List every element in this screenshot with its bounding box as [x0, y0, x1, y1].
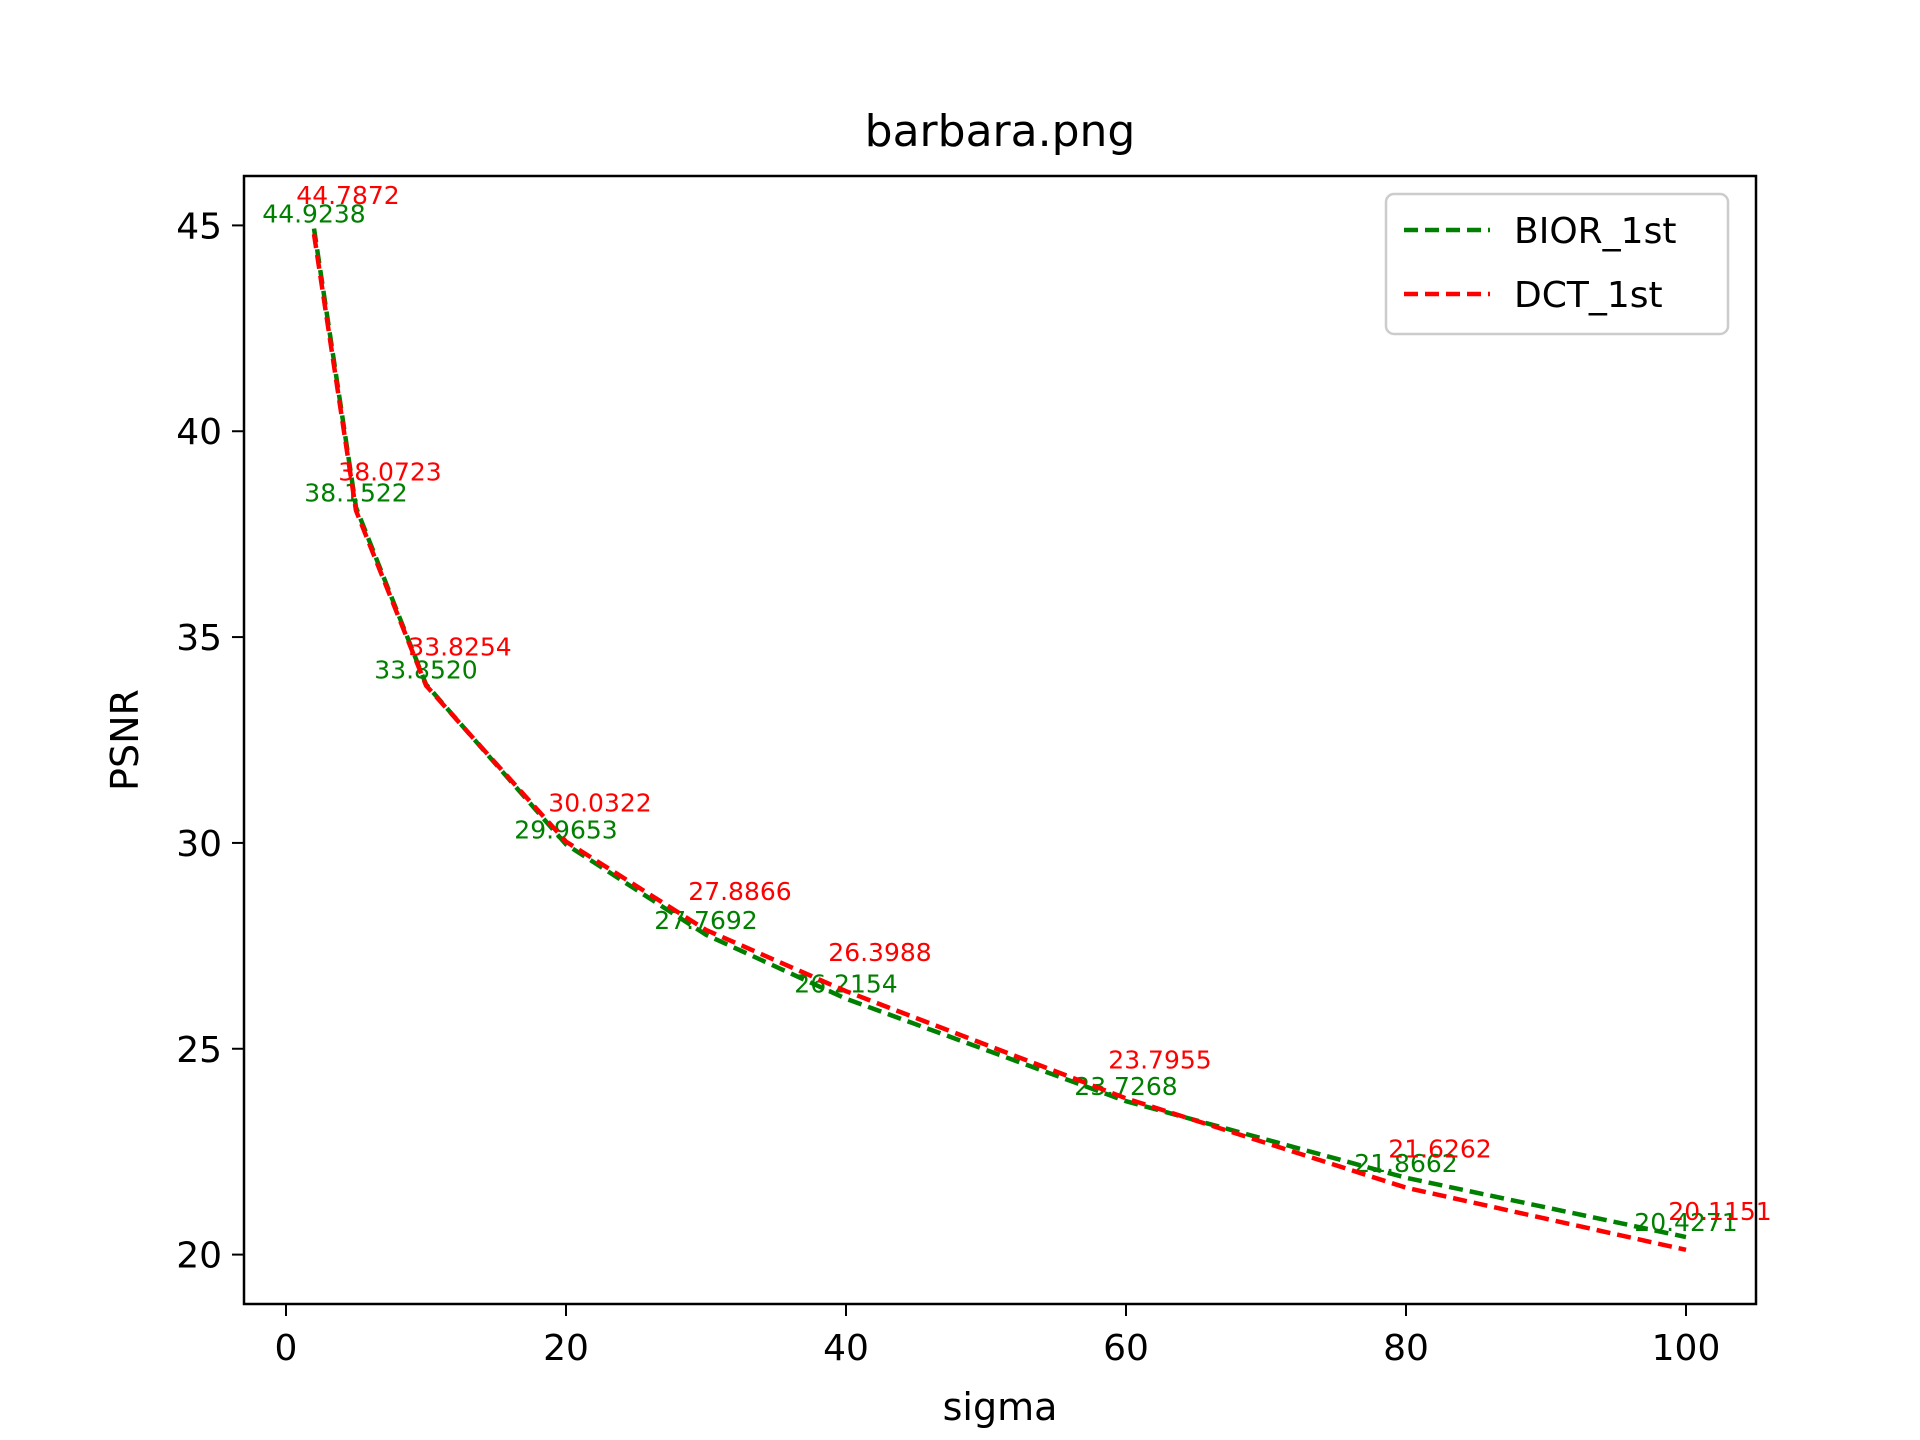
legend-label: DCT_1st	[1514, 275, 1663, 316]
y-axis: 20 25 30 35 40 45	[176, 206, 244, 1277]
y-axis-label: PSNR	[103, 689, 147, 791]
data-label: 38.1522	[304, 478, 407, 507]
data-label: 44.7872	[296, 181, 399, 210]
x-axis: 0 20 40 60 80 100	[275, 1304, 1721, 1369]
y-tick-label: 40	[176, 412, 222, 453]
y-tick-label: 20	[176, 1236, 222, 1277]
x-tick-label: 20	[543, 1328, 589, 1369]
data-label: 44.9238	[262, 200, 365, 229]
data-label: 30.0322	[548, 789, 651, 818]
legend: BIOR_1st DCT_1st	[1384, 192, 1730, 336]
data-label: 20.1151	[1668, 1197, 1771, 1226]
y-tick-label: 45	[176, 206, 222, 247]
x-tick-label: 40	[823, 1328, 869, 1369]
y-tick-label: 30	[176, 824, 222, 865]
series-line-dct-1st	[311, 233, 1687, 1253]
x-tick-label: 60	[1103, 1328, 1149, 1369]
y-tick-label: 25	[176, 1030, 222, 1071]
x-axis-label: sigma	[943, 1385, 1058, 1429]
data-label: 21.6262	[1388, 1135, 1491, 1164]
data-label: 38.0723	[338, 458, 441, 487]
data-label: 23.7268	[1074, 1072, 1177, 1101]
x-tick-label: 80	[1383, 1328, 1429, 1369]
axes-frame	[242, 174, 1758, 1306]
x-tick-label: 0	[275, 1328, 298, 1369]
chart-title: barbara.png	[865, 106, 1136, 157]
data-label: 27.8866	[688, 877, 791, 906]
plot-area: 44.923838.152233.852029.965327.769226.21…	[262, 181, 1772, 1253]
legend-label: BIOR_1st	[1514, 211, 1676, 252]
y-tick-label: 35	[176, 618, 222, 659]
data-label: 26.3988	[828, 938, 931, 967]
data-label: 33.8254	[408, 632, 511, 661]
data-label: 21.8662	[1354, 1149, 1457, 1178]
data-label: 20.4271	[1634, 1208, 1737, 1237]
x-tick-label: 100	[1652, 1328, 1721, 1369]
data-label: 23.7955	[1108, 1045, 1211, 1074]
